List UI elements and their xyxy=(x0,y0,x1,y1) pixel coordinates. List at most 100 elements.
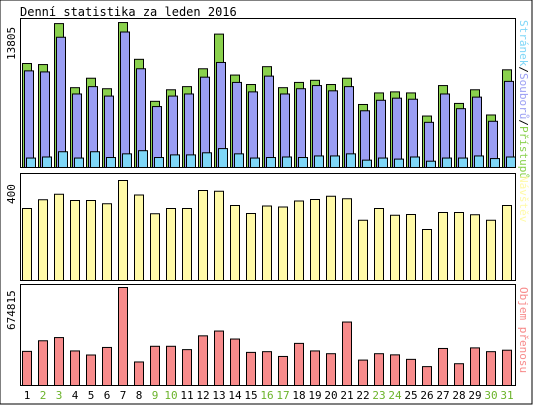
day-label: 21 xyxy=(340,389,353,402)
pages-bar xyxy=(266,157,276,168)
traffic-bar xyxy=(374,353,384,387)
pages-bar xyxy=(442,157,452,169)
visits-bar xyxy=(342,198,352,281)
traffic-bar xyxy=(102,346,112,386)
pages-bar xyxy=(154,157,164,168)
visits-panel: 400 Návštěv xyxy=(5,173,530,281)
pages-bar xyxy=(186,154,196,169)
day-label: 30 xyxy=(484,389,497,402)
visits-bar xyxy=(54,193,64,281)
day-label: 23 xyxy=(372,389,385,402)
pages-bar xyxy=(170,154,180,169)
visits-bar xyxy=(102,203,112,281)
hits-bars xyxy=(22,22,516,169)
legend-entry: Objem přenosu xyxy=(517,287,530,373)
files-bar xyxy=(504,80,514,168)
day-label: 17 xyxy=(276,389,289,402)
pages-bar xyxy=(362,159,372,169)
traffic-bar xyxy=(454,363,464,386)
files-bar xyxy=(104,95,114,168)
files-bar xyxy=(24,70,34,168)
legend-entry: Stránek xyxy=(517,20,530,67)
traffic-bar xyxy=(262,351,272,386)
files-bar xyxy=(360,110,370,168)
traffic-panel: 674815 Objem přenosu xyxy=(5,284,530,387)
visits-max-label: 400 xyxy=(5,184,18,204)
day-label: 12 xyxy=(196,389,209,402)
visits-bar xyxy=(374,208,384,281)
visits-bar xyxy=(294,200,304,281)
day-label: 16 xyxy=(260,389,273,402)
pages-bar xyxy=(346,153,356,168)
pages-bar xyxy=(218,148,228,169)
day-label: 6 xyxy=(104,389,111,402)
day-label: 10 xyxy=(164,389,177,402)
pages-bar xyxy=(314,155,324,168)
traffic-bar xyxy=(182,349,192,386)
day-label: 3 xyxy=(56,389,63,402)
traffic-bar xyxy=(214,330,224,386)
files-bar xyxy=(72,93,82,168)
pages-bar xyxy=(106,157,116,168)
pages-bar xyxy=(458,157,468,169)
day-label: 22 xyxy=(356,389,369,402)
traffic-bar xyxy=(438,347,448,386)
day-label: 15 xyxy=(244,389,257,402)
visits-bar xyxy=(214,190,224,281)
traffic-bar xyxy=(150,345,160,386)
pages-bar xyxy=(426,160,436,169)
visits-bar xyxy=(454,212,464,281)
pages-bar xyxy=(42,156,52,169)
files-bar xyxy=(392,97,402,168)
traffic-bar xyxy=(342,321,352,386)
pages-bar xyxy=(234,153,244,168)
visits-bar xyxy=(406,214,416,281)
traffic-bar xyxy=(22,350,32,387)
traffic-bars xyxy=(22,287,512,387)
visits-bar xyxy=(486,219,496,281)
traffic-bar xyxy=(38,340,48,386)
visits-bar xyxy=(86,200,96,281)
visits-bar xyxy=(246,213,256,281)
traffic-bar xyxy=(486,351,496,386)
files-bar xyxy=(376,99,386,168)
visits-bar xyxy=(134,194,144,281)
chart-title: Denní statistika za leden 2016 xyxy=(20,5,237,19)
pages-bar xyxy=(250,157,260,169)
traffic-bar xyxy=(278,355,288,387)
visits-legend: Návštěv xyxy=(517,176,530,223)
day-label: 31 xyxy=(500,389,513,402)
day-label: 9 xyxy=(152,389,159,402)
pages-bar xyxy=(490,158,500,169)
visits-bar xyxy=(198,190,208,281)
pages-bar xyxy=(410,156,420,169)
legend-entry: Návštěv xyxy=(517,176,530,223)
day-label: 5 xyxy=(88,389,95,402)
day-label: 26 xyxy=(420,389,433,402)
pages-bar xyxy=(282,156,292,169)
pages-bar xyxy=(122,153,132,168)
day-label: 13 xyxy=(212,389,225,402)
traffic-bar xyxy=(54,337,64,386)
pages-bar xyxy=(506,156,516,169)
files-bar xyxy=(120,31,130,168)
files-bar xyxy=(280,93,290,168)
traffic-bar xyxy=(86,354,96,386)
legend-entry: Přístupů xyxy=(517,126,530,179)
files-bar xyxy=(440,93,450,168)
traffic-bar xyxy=(310,350,320,387)
visits-bar xyxy=(326,195,336,281)
visits-bar xyxy=(70,200,80,281)
day-axis-labels: 1 2 3 4 5 6 7 8 9 10 11 12 13 14 15 16 17 18 19 20 21 22 23 24 2… xyxy=(24,389,514,402)
day-label: 8 xyxy=(136,389,143,402)
pages-bar xyxy=(394,158,404,168)
traffic-bar xyxy=(230,338,240,387)
visits-bar xyxy=(22,208,32,281)
traffic-bar xyxy=(198,335,208,387)
legend-entry: Souborů xyxy=(517,73,530,119)
visits-bar xyxy=(262,205,272,281)
visits-bar xyxy=(502,205,512,281)
day-label: 18 xyxy=(292,389,305,402)
